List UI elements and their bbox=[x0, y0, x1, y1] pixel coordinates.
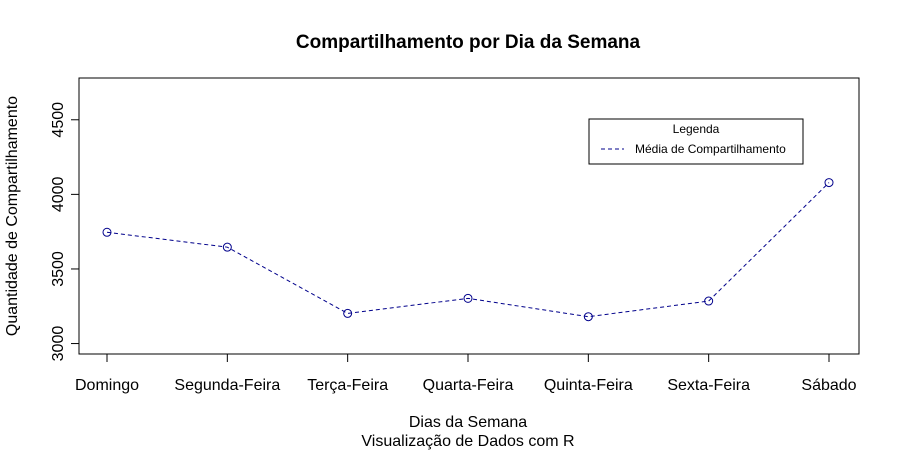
x-axis-label: Dias da Semana bbox=[409, 414, 527, 431]
data-point bbox=[824, 178, 834, 188]
series-line bbox=[106, 182, 830, 318]
series-layer bbox=[102, 178, 834, 322]
y-tick-label: 4000 bbox=[50, 176, 67, 212]
y-tick-label: 3000 bbox=[50, 326, 67, 362]
x-tick-label: Domingo bbox=[75, 377, 139, 394]
legend-entry-label: Média de Compartilhamento bbox=[635, 142, 786, 156]
x-tick-label: Sexta-Feira bbox=[667, 377, 750, 394]
x-tick-label: Sábado bbox=[801, 377, 856, 394]
chart-subtitle: Visualização de Dados com R bbox=[361, 433, 574, 450]
x-tick-label: Segunda-Feira bbox=[174, 377, 280, 394]
data-point bbox=[343, 308, 353, 318]
data-point bbox=[102, 227, 112, 237]
data-point bbox=[583, 312, 593, 322]
y-axis: 3000 3500 4000 4500 bbox=[50, 102, 80, 362]
x-tick-label: Quinta-Feira bbox=[544, 377, 633, 394]
x-axis: Domingo Segunda-Feira Terça-Feira Quarta-Fe… bbox=[75, 353, 857, 394]
y-axis-label: Quantidade de Compartilhamento bbox=[4, 96, 21, 336]
chart-title: Compartilhamento por Dia da Semana bbox=[296, 32, 641, 53]
x-tick-label: Quarta-Feira bbox=[423, 377, 514, 394]
data-point bbox=[222, 242, 232, 252]
legend-box bbox=[588, 118, 804, 165]
legend: Legenda Média de Compartilhamento bbox=[588, 118, 804, 165]
data-point bbox=[704, 296, 714, 306]
x-tick-label: Terça-Feira bbox=[307, 377, 388, 394]
y-tick-label: 4500 bbox=[50, 102, 67, 138]
y-tick-label: 3500 bbox=[50, 251, 67, 287]
legend-title: Legenda bbox=[673, 122, 720, 136]
data-point bbox=[463, 293, 473, 303]
